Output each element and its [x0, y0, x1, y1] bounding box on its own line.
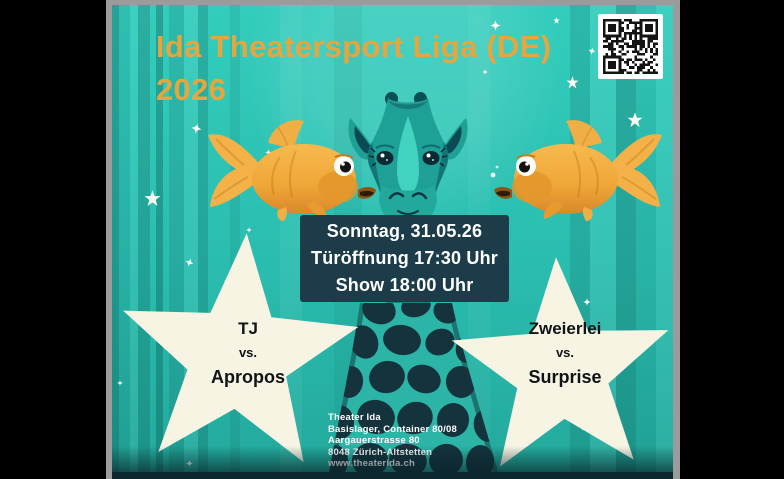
event-doors: Türöffnung 17:30 Uhr	[311, 248, 498, 268]
team-name: Apropos	[211, 367, 285, 387]
venue-name: Theater Ida	[328, 412, 381, 423]
event-info-box: Sonntag, 31.05.26 Türöffnung 17:30 Uhr S…	[300, 215, 509, 302]
qr-code	[598, 14, 663, 79]
sparkle-star-icon	[552, 16, 560, 24]
event-show-time: Show 18:00 Uhr	[335, 275, 474, 295]
bottom-shade	[112, 446, 673, 472]
poster-background: Sonntag, 31.05.26 Türöffnung 17:30 Uhr S…	[112, 5, 673, 479]
team-name: Zweierlei	[528, 319, 602, 338]
vs-label: vs.	[238, 345, 258, 360]
five-point-star-left	[123, 233, 359, 463]
sparkle-star-icon	[190, 122, 202, 134]
event-poster: Sonntag, 31.05.26 Türöffnung 17:30 Uhr S…	[106, 0, 680, 479]
team-name: TJ	[238, 319, 258, 338]
poster-title-line1: Ida Theatersport Liga (DE)	[156, 29, 552, 64]
goldfish-icon	[489, 119, 663, 222]
vs-label: vs.	[555, 345, 575, 360]
five-point-star-right	[451, 257, 669, 467]
venue-street: Aargauerstrasse 80	[328, 435, 420, 446]
matchup-right: Zweierlei vs. Surprise	[490, 319, 640, 387]
sparkle-star-icon	[144, 189, 160, 206]
poster-title: Ida Theatersport Liga (DE) 2026	[156, 25, 636, 111]
event-date: Sonntag, 31.05.26	[326, 221, 483, 241]
matchup-left: TJ vs. Apropos	[178, 319, 318, 387]
qr-code-pattern	[603, 19, 658, 74]
poster-title-year: 2026	[156, 72, 227, 107]
team-name: Surprise	[528, 367, 602, 387]
bottom-edge	[112, 472, 673, 479]
venue-building: Basislager, Container 80/08	[328, 423, 457, 435]
